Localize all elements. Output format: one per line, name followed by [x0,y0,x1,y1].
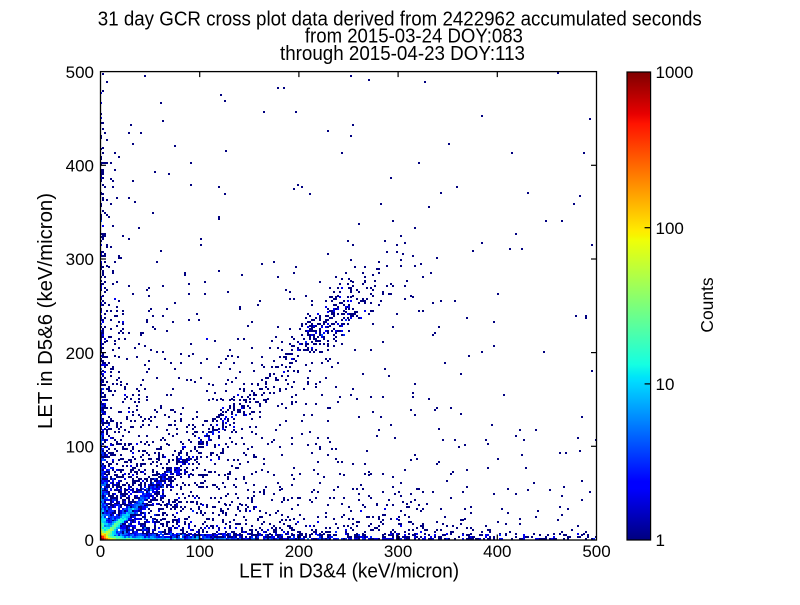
svg-text:500: 500 [582,542,610,561]
svg-text:LET in D5&6 (keV/micron): LET in D5&6 (keV/micron) [35,193,57,429]
svg-text:100: 100 [66,438,94,457]
svg-text:400: 400 [66,157,94,176]
svg-text:500: 500 [66,63,94,82]
svg-text:0: 0 [96,542,105,561]
svg-text:1000: 1000 [656,63,694,82]
svg-text:300: 300 [384,542,412,561]
svg-text:from 2015-03-24 DOY:083: from 2015-03-24 DOY:083 [305,26,523,48]
svg-text:200: 200 [285,542,313,561]
svg-text:through 2015-04-23 DOY:113: through 2015-04-23 DOY:113 [280,43,525,65]
svg-text:100: 100 [656,219,684,238]
svg-text:300: 300 [66,250,94,269]
svg-text:200: 200 [66,344,94,363]
svg-text:LET in D3&4 (keV/micron): LET in D3&4 (keV/micron) [239,561,459,583]
svg-text:100: 100 [186,542,214,561]
svg-text:0: 0 [85,531,94,550]
svg-text:31 day GCR cross plot data der: 31 day GCR cross plot data derived from … [98,8,702,30]
svg-text:10: 10 [656,375,675,394]
svg-text:400: 400 [483,542,511,561]
svg-text:Counts: Counts [697,277,717,332]
svg-text:1: 1 [656,531,665,550]
